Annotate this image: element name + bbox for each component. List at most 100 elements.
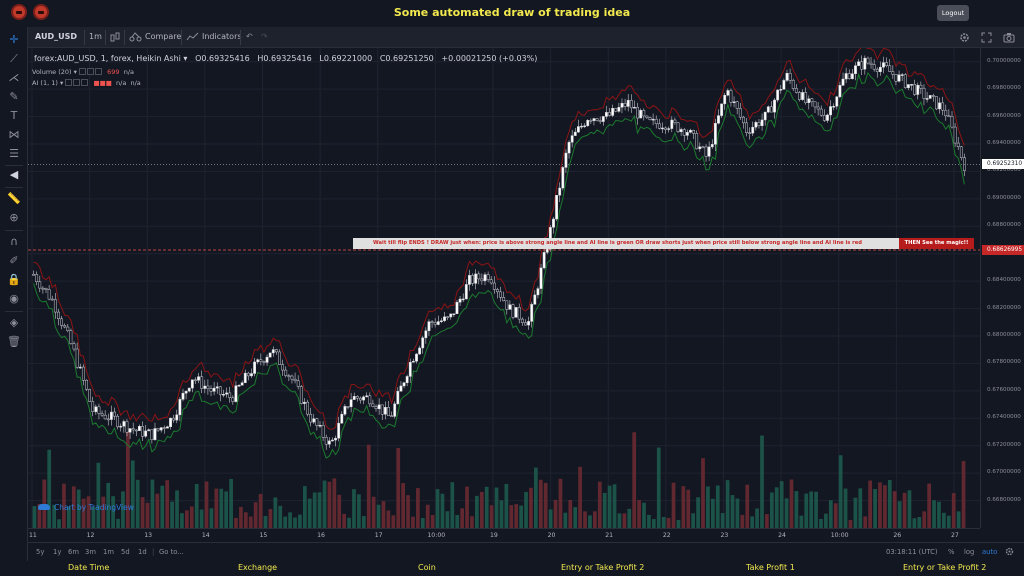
legend-settings-icon[interactable] (73, 79, 81, 86)
volume-bar (440, 493, 445, 528)
arrow-left-icon[interactable]: ◀ (9, 168, 19, 181)
candle-body (178, 399, 182, 416)
price-axis[interactable]: 0.70000000 0.69800000 0.69600000 0.69400000… (980, 48, 1024, 528)
legend-toggle-icon[interactable] (65, 79, 73, 86)
settings-gear-icon[interactable] (959, 32, 970, 45)
legend-close-icon[interactable] (81, 79, 89, 86)
legend-symbol[interactable]: forex:AUD_USD, 1, forex, Heikin Ashi (34, 54, 181, 63)
layers-icon[interactable]: ◈ (9, 316, 19, 329)
brand-logo-icon[interactable] (11, 4, 27, 20)
ruler-icon[interactable]: 📏 (7, 192, 21, 205)
candle-body (592, 118, 596, 121)
candle-body (689, 130, 692, 133)
crosshair-icon[interactable]: ✛ (9, 33, 19, 46)
candle-body (331, 439, 334, 442)
logout-button[interactable]: Logout (937, 5, 969, 21)
ai-value-1: n/a (116, 79, 127, 87)
candle-body (162, 427, 166, 429)
tradingview-watermark[interactable]: Chart by TradingView (38, 503, 134, 512)
ai-legend-label[interactable]: AI (1, 1) (32, 79, 58, 87)
candle-body (287, 375, 291, 377)
legend-open: O0.69325416 (195, 54, 250, 63)
volume-bar (632, 432, 637, 528)
candle-body (256, 359, 260, 363)
zoom-in-icon[interactable]: ⊕ (9, 211, 19, 224)
brand-logo-icon[interactable] (33, 4, 49, 20)
volume-bar (465, 486, 469, 528)
time-tick-label: 21 (605, 532, 614, 539)
candle-body (701, 146, 705, 149)
range-1d[interactable]: 1d (138, 548, 147, 556)
volume-bar (917, 517, 922, 528)
utc-clock[interactable]: 03:18:11 (UTC) (886, 548, 938, 556)
time-axis[interactable]: 11 12 13 14 15 16 17 10:00 19 20 21 22 23 24 10:00 26 27 (28, 528, 980, 542)
volume-bar (106, 482, 111, 528)
candle-body (822, 115, 826, 121)
candle-body (536, 288, 540, 296)
undo-icon[interactable]: ↶ (246, 32, 253, 41)
candle-body (552, 218, 555, 228)
range-1m[interactable]: 1m (103, 548, 114, 556)
candle-body (629, 99, 633, 109)
log-toggle[interactable]: log (964, 548, 975, 556)
interval-selector[interactable]: 1m (89, 32, 102, 41)
candle-body (608, 112, 611, 116)
candle-body (514, 307, 518, 318)
pattern-icon[interactable]: ⋈ (8, 128, 20, 141)
auto-toggle[interactable]: auto (982, 548, 998, 556)
fullscreen-icon[interactable] (981, 32, 992, 45)
chart-style-icon[interactable] (110, 32, 120, 45)
volume-bar (234, 517, 238, 528)
candle-body (41, 287, 45, 290)
range-5y[interactable]: 5y (36, 548, 45, 556)
candle-body (306, 401, 309, 415)
candle-body (122, 421, 126, 427)
price-chart[interactable] (28, 48, 980, 528)
goto-button[interactable]: Go to... (159, 548, 184, 556)
percent-toggle[interactable]: % (948, 548, 955, 556)
indicators-icon[interactable] (186, 32, 199, 44)
time-tick-label: 10:00 (830, 532, 849, 539)
candle-body (452, 313, 456, 315)
stay-in-drawing-icon[interactable]: ✐ (9, 254, 19, 267)
volume-legend-label[interactable]: Volume (20) (32, 68, 72, 76)
range-5d[interactable]: 5d (121, 548, 130, 556)
candle-body (106, 418, 110, 421)
toolbar-divider (105, 30, 106, 45)
range-6m[interactable]: 6m (68, 548, 79, 556)
candle-body (770, 106, 773, 113)
symbol-search[interactable]: AUD_USD (35, 32, 77, 41)
candle-body (265, 356, 269, 363)
compare-button[interactable]: Compare (145, 32, 182, 41)
brush-icon[interactable]: ✎ (9, 90, 19, 103)
legend-close-icon[interactable] (95, 68, 102, 75)
legend-settings-icon[interactable] (87, 68, 94, 75)
volume-bar (553, 499, 558, 528)
trend-line-icon[interactable]: ⟋ (10, 52, 18, 65)
volume-bar (406, 495, 410, 528)
volume-bar (696, 497, 700, 528)
fib-retracement-icon[interactable]: ☰ (9, 147, 19, 160)
volume-bar (229, 478, 233, 528)
redo-icon[interactable]: ↷ (261, 32, 268, 41)
legend-toggle-icon[interactable] (79, 68, 86, 75)
camera-snapshot-icon[interactable] (1003, 32, 1015, 45)
settings-gear-icon[interactable] (1005, 547, 1014, 558)
candle-body (458, 298, 462, 303)
candle-body (234, 385, 238, 402)
range-1y[interactable]: 1y (53, 548, 62, 556)
candle-body (508, 304, 512, 310)
candle-body (418, 347, 422, 355)
trash-icon[interactable]: 🗑 (7, 335, 21, 348)
chart-pane[interactable]: forex:AUD_USD, 1, forex, Heikin Ashi ▾ O… (28, 48, 980, 528)
compare-icon[interactable] (129, 32, 142, 44)
eye-icon[interactable]: ◉ (9, 292, 19, 305)
pitchfork-icon[interactable]: ⋌ (8, 71, 20, 84)
magnet-icon[interactable]: ∩ (9, 235, 19, 248)
candle-body (187, 387, 191, 392)
range-3m[interactable]: 3m (85, 548, 96, 556)
lock-icon[interactable]: 🔒 (7, 273, 21, 286)
text-tool-icon[interactable]: T (10, 109, 18, 122)
price-tick-label: 0.66800000 (987, 496, 1021, 503)
indicators-button[interactable]: Indicators (202, 32, 242, 41)
